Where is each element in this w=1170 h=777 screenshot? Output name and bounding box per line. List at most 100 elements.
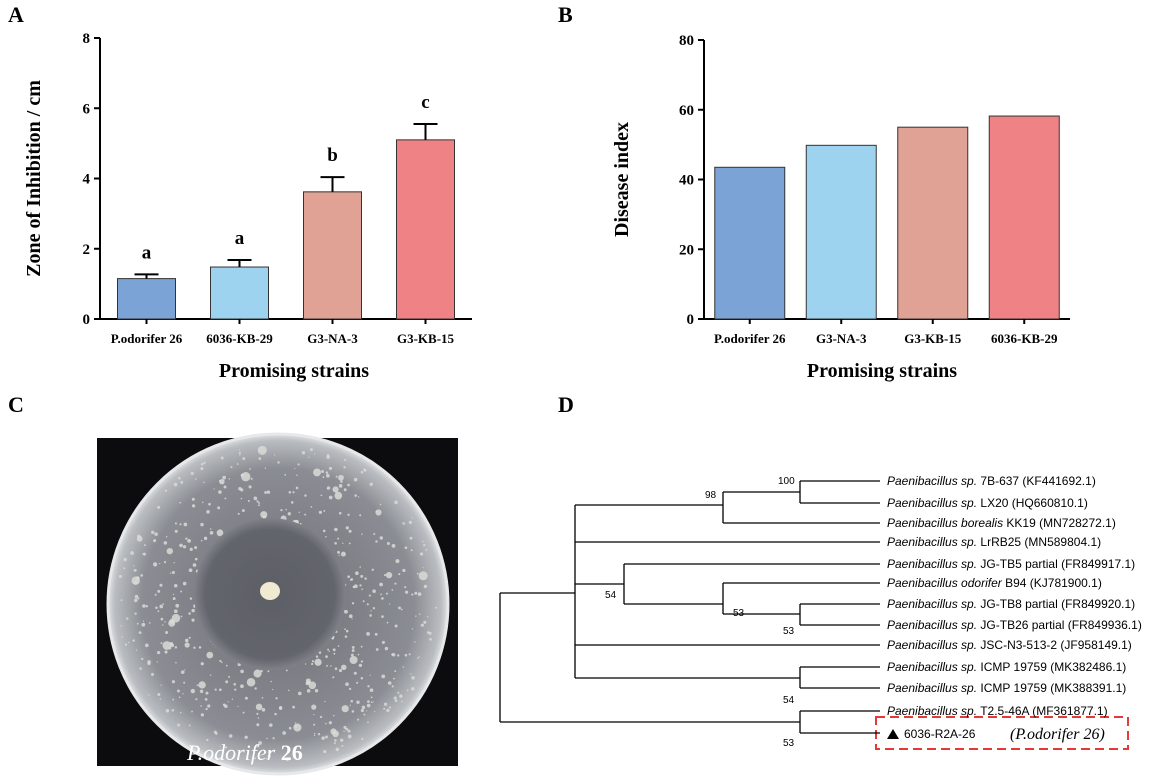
colony xyxy=(327,648,330,651)
colony xyxy=(257,717,260,719)
colony xyxy=(216,529,224,537)
leaf-taxon: Paenibacillus sp. xyxy=(887,681,977,695)
colony xyxy=(164,650,168,654)
colony xyxy=(240,497,243,500)
colony xyxy=(274,712,277,716)
colony xyxy=(334,527,338,532)
colony xyxy=(328,495,333,500)
colony xyxy=(164,621,166,623)
caption-species: P.odorifer xyxy=(186,740,276,765)
panel-label: D xyxy=(558,392,574,417)
colony xyxy=(284,474,287,476)
bar xyxy=(714,166,786,320)
colony xyxy=(337,645,340,647)
leaf-label: Paenibacillus sp. JG-TB26 partial (FR849… xyxy=(887,618,1142,632)
colony xyxy=(157,610,160,613)
colony xyxy=(411,593,414,596)
colony xyxy=(157,589,161,593)
colony xyxy=(200,705,202,707)
colony xyxy=(162,603,164,605)
colony xyxy=(219,745,221,747)
colony xyxy=(143,544,146,546)
colony xyxy=(132,639,135,642)
colony xyxy=(190,688,196,694)
y-tick-label: 6 xyxy=(83,101,91,117)
colony xyxy=(344,609,348,614)
colony xyxy=(325,535,327,538)
colony xyxy=(356,681,359,684)
colony xyxy=(391,543,396,548)
bootstrap-value: 98 xyxy=(705,490,717,501)
colony xyxy=(172,597,176,601)
colony xyxy=(188,724,191,727)
colony xyxy=(233,683,237,686)
colony xyxy=(238,487,242,491)
colony xyxy=(258,501,261,504)
colony xyxy=(204,697,208,701)
colony xyxy=(325,722,327,725)
colony xyxy=(363,468,367,472)
colony xyxy=(258,504,260,507)
colony xyxy=(159,698,162,700)
colony xyxy=(338,484,343,488)
colony xyxy=(399,694,403,698)
colony xyxy=(301,451,306,455)
y-tick-label: 20 xyxy=(679,242,694,258)
leaf-taxon: Paenibacillus sp. xyxy=(887,496,977,510)
leaf-label: Paenibacillus sp. JSC-N3-513-2 (JF958149… xyxy=(887,638,1132,652)
y-axis-label: Zone of Inhibition / cm xyxy=(23,80,45,277)
colony xyxy=(220,661,223,664)
colony xyxy=(285,508,287,511)
colony xyxy=(198,646,202,649)
colony xyxy=(189,597,193,600)
colony xyxy=(191,710,193,713)
colony xyxy=(345,526,349,530)
colony xyxy=(244,735,248,740)
panel-label: C xyxy=(8,392,24,417)
colony xyxy=(342,542,344,544)
colony xyxy=(391,685,394,688)
bar xyxy=(988,115,1060,320)
colony xyxy=(179,543,183,548)
colony xyxy=(157,692,161,697)
colony xyxy=(425,548,428,551)
colony xyxy=(323,509,326,512)
colony xyxy=(359,514,362,517)
colony xyxy=(369,674,371,676)
bootstrap-value: 53 xyxy=(783,626,795,637)
colony xyxy=(344,628,346,631)
colony xyxy=(133,598,138,603)
colony xyxy=(156,650,161,655)
colony xyxy=(353,477,358,482)
error-bar xyxy=(134,273,159,279)
colony xyxy=(165,631,169,635)
colony xyxy=(337,537,340,540)
colony xyxy=(404,653,408,657)
colony xyxy=(418,656,420,658)
colony xyxy=(190,471,194,475)
colony xyxy=(138,631,142,635)
colony xyxy=(308,456,310,458)
colony xyxy=(254,687,257,690)
colony xyxy=(159,604,164,609)
colony xyxy=(361,588,364,591)
colony xyxy=(357,496,360,498)
colony xyxy=(326,486,331,490)
colony xyxy=(317,733,321,736)
colony xyxy=(340,664,347,671)
caption-strain: 26 xyxy=(281,740,303,765)
colony xyxy=(370,701,373,704)
colony xyxy=(224,497,227,500)
colony xyxy=(285,669,288,672)
leaf-taxon: Paenibacillus sp. xyxy=(887,557,977,571)
colony xyxy=(173,482,178,487)
colony xyxy=(304,663,307,665)
bootstrap-value: 100 xyxy=(778,476,795,487)
colony xyxy=(410,549,413,552)
colony xyxy=(435,606,438,609)
colony xyxy=(298,511,300,514)
colony xyxy=(200,467,204,471)
colony xyxy=(200,539,203,542)
colony xyxy=(367,700,370,704)
